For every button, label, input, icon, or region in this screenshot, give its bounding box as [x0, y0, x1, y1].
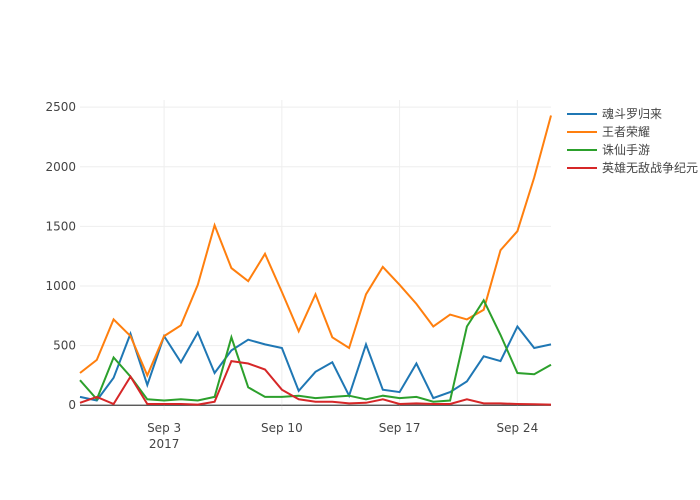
series-line — [79, 298, 552, 403]
x-tick-label: Sep 3 2017 — [147, 421, 181, 451]
legend-label: 诛仙手游 — [602, 143, 650, 157]
y-tick-label: 500 — [53, 339, 76, 353]
legend-label: 英雄无敌战争纪元 — [602, 160, 698, 175]
legend-label: 王者荣耀 — [602, 125, 650, 139]
legend-label: 魂斗罗归来 — [602, 106, 662, 121]
series-line — [79, 324, 552, 402]
y-tick-label: 0 — [68, 398, 76, 412]
y-tick-label: 2500 — [45, 100, 76, 114]
x-tick-label: Sep 17 — [379, 421, 421, 435]
y-tick-label: 2000 — [45, 160, 76, 174]
series-line — [79, 360, 552, 406]
y-tick-label: 1000 — [45, 279, 76, 293]
x-tick-label: Sep 10 — [261, 421, 303, 435]
series-line — [79, 115, 552, 378]
y-tick-label: 1500 — [45, 219, 76, 233]
x-tick-label: Sep 24 — [497, 421, 539, 435]
